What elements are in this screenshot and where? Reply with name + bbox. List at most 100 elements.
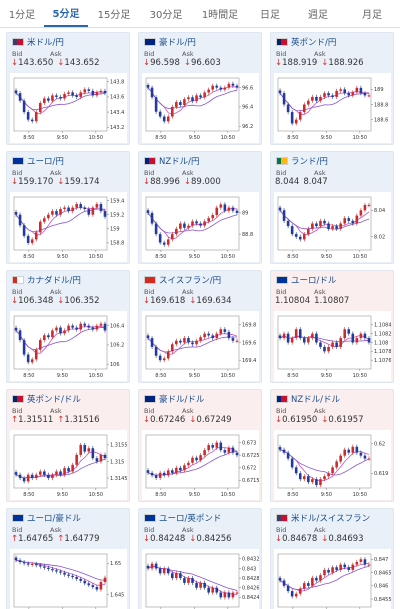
candle — [18, 330, 22, 341]
rate-card[interactable]: ユーロ/ドル Bid Ask 1.10804 1.10807 1.1084 1.1082 1.… — [270, 270, 394, 383]
pair-name[interactable]: NZドル/円 — [159, 157, 200, 167]
price-chart[interactable]: 143.8 143.6 143.4 143.2 8:50 9:50 10:50 — [10, 73, 127, 143]
y-tick-label: 0.6715 — [242, 478, 259, 484]
x-tick-label: 8:50 — [155, 492, 166, 498]
candle — [26, 112, 30, 120]
price-chart[interactable]: 0.84320.8430.84280.84260.84248:509:5010:… — [142, 549, 259, 609]
tab-3[interactable]: 30分足 — [149, 10, 183, 21]
pair-name[interactable]: ユーロ/ドル — [291, 276, 337, 286]
candle — [26, 474, 30, 482]
tab-5[interactable]: 日足 — [260, 10, 280, 21]
candle — [103, 323, 107, 331]
price-chart[interactable]: 1.1084 1.1082 1.108 1.1078 1.1076 8:50 9:50 10:… — [274, 311, 391, 381]
candle — [179, 223, 182, 229]
bid-ask-labels: Bid Ask — [276, 526, 352, 534]
candle — [363, 204, 367, 211]
candle — [63, 207, 66, 210]
bid-ask-labels: Bid Ask — [144, 169, 220, 177]
rate-card[interactable]: 豪ドル/ドル Bid Ask ↓0.67246 ↓0.67249 0.673 0.6725 0… — [138, 389, 262, 502]
tab-0[interactable]: 1分足 — [8, 10, 36, 21]
pair-name[interactable]: ユーロ/英ポンド — [159, 514, 222, 524]
pair-name[interactable]: NZドル/ドル — [291, 395, 341, 405]
rate-card[interactable]: ユーロ/豪ドルBidAsk↑1.64765↑1.647791.651.6458:… — [6, 508, 130, 609]
price-chart[interactable]: 106.4 106.2 106 8:50 9:50 10:50 — [10, 311, 127, 381]
candle — [359, 559, 363, 562]
y-tick-label: 143.2 — [110, 125, 124, 131]
tab-2[interactable]: 15分足 — [97, 10, 131, 21]
price-chart[interactable]: 169.8 169.6 169.4 8:50 9:50 10:50 — [142, 311, 259, 381]
rate-card[interactable]: NZドル/ドル Bid Ask ↓0.61950 ↓0.61957 0.62 0.619 8:… — [270, 389, 394, 502]
candle — [175, 573, 178, 579]
pair-name[interactable]: 英ポンド/円 — [291, 38, 337, 48]
rate-card[interactable]: 米ドル/円 Bid Ask ↓143.650 ↓143.652 143.8 143.6 143… — [6, 32, 130, 145]
pair-name[interactable]: ユーロ/豪ドル — [27, 514, 81, 524]
currency-flag-icon — [276, 276, 288, 284]
pair-name[interactable]: 米ドル/スイスフラン — [291, 514, 371, 524]
pair-name[interactable]: 豪ドル/円 — [159, 38, 196, 48]
price-chart[interactable]: 89 88.8 8:50 9:50 10:50 — [142, 192, 259, 262]
rate-card[interactable]: ユーロ/円 Bid Ask ↓159.170 ↓159.174 159.4 159.2 159… — [6, 151, 130, 264]
rate-card[interactable]: ランド/円 Bid Ask 8.044 8.047 8.04 8.02 8:50 9:50 10:… — [270, 151, 394, 264]
price-chart[interactable]: 159.4 159.2 159 158.8 8:50 9:50 10:50 — [10, 192, 127, 262]
rate-card[interactable]: ユーロ/英ポンド Bid Ask ↓0.84248 ↓0.84256 0.8432 0.84… — [138, 508, 262, 609]
pair-name[interactable]: 英ポンド/ドル — [27, 395, 81, 405]
candle — [75, 327, 78, 330]
candle — [166, 239, 170, 245]
candle — [43, 335, 46, 341]
rate-card[interactable]: 英ポンド/ドル Bid Ask ↑1.31511 ↑1.31516 1.3155 1.315… — [6, 389, 130, 502]
y-tick-label: 8.02 — [374, 235, 385, 241]
candle — [307, 476, 310, 483]
candle — [339, 564, 342, 570]
moving-average-line — [15, 559, 106, 581]
rate-card[interactable]: 豪ドル/円 Bid Ask ↓96.598 ↓96.603 96.6 96.4 96.2 8:5… — [138, 32, 262, 145]
price-chart[interactable]: 189 188.8 188.6 8:50 9:50 10:50 — [274, 73, 391, 143]
tab-6[interactable]: 週足 — [308, 10, 328, 21]
candle — [311, 479, 314, 483]
rate-card[interactable]: NZドル/円 Bid Ask ↓88.996 ↓89.000 89 88.8 8:50 9:50… — [138, 151, 262, 264]
x-tick-label: 9:50 — [189, 254, 200, 260]
pair-name[interactable]: 米ドル/円 — [27, 38, 64, 48]
rate-card[interactable]: 米ドル/スイスフラン Bid Ask ↓0.84678 ↓0.84693 0.847 0.8… — [270, 508, 394, 609]
rate-card[interactable]: 英ポンド/円 Bid Ask ↓188.919 ↓188.926 189 188.8 188.… — [270, 32, 394, 145]
pair-name[interactable]: 豪ドル/ドル — [159, 395, 205, 405]
candle — [71, 575, 74, 578]
price-chart[interactable]: 1.3155 1.315 1.3145 8:50 9:50 10:50 — [10, 430, 127, 500]
candle — [83, 207, 87, 210]
tab-7[interactable]: 月足 — [362, 10, 382, 21]
candlestick-chart: 0.673 0.6725 0.672 0.6715 8:50 9:50 10:50 — [145, 434, 259, 498]
pair-name[interactable]: ユーロ/円 — [27, 157, 64, 167]
moving-average-line — [15, 208, 106, 233]
candle — [162, 568, 166, 574]
candle — [355, 87, 359, 93]
candle — [315, 479, 318, 486]
rate-grid: 米ドル/円 Bid Ask ↓143.650 ↓143.652 143.8 143.6 143… — [6, 32, 394, 609]
pair-name[interactable]: カナダドル/円 — [27, 276, 81, 286]
x-tick-label: 9:50 — [57, 492, 68, 498]
candle — [286, 104, 290, 113]
tab-1[interactable]: 5分足 — [44, 0, 88, 27]
tab-4[interactable]: 1時間足 — [201, 10, 239, 21]
candle — [63, 330, 66, 334]
rate-card[interactable]: スイスフラン/円 Bid Ask ↓169.618 ↓169.634 169.8 169.6… — [138, 270, 262, 383]
price-chart[interactable]: 0.673 0.6725 0.672 0.6715 8:50 9:50 10:50 — [142, 430, 259, 500]
pair-name[interactable]: スイスフラン/円 — [159, 276, 222, 286]
candle — [363, 333, 367, 339]
y-tick-label: 0.8455 — [374, 597, 391, 603]
bid-value: ↓159.170 — [11, 177, 54, 187]
candle — [30, 119, 34, 122]
price-chart[interactable]: 96.6 96.4 96.2 8:50 9:50 10:50 — [142, 73, 259, 143]
candle — [315, 223, 318, 227]
candle — [290, 338, 294, 343]
candle — [227, 447, 231, 453]
price-chart[interactable]: 8.04 8.02 8:50 9:50 10:50 — [274, 192, 391, 262]
candle — [26, 235, 30, 243]
rate-card[interactable]: カナダドル/円 Bid Ask ↓106.348 ↓106.352 106.4 106.2 1… — [6, 270, 130, 383]
price-chart[interactable]: 0.62 0.619 8:50 9:50 10:50 — [274, 430, 391, 500]
pair-name[interactable]: ランド/円 — [291, 157, 328, 167]
candle — [18, 560, 22, 563]
x-tick-label: 9:50 — [189, 373, 200, 379]
candle — [298, 329, 302, 339]
candle — [95, 458, 99, 462]
